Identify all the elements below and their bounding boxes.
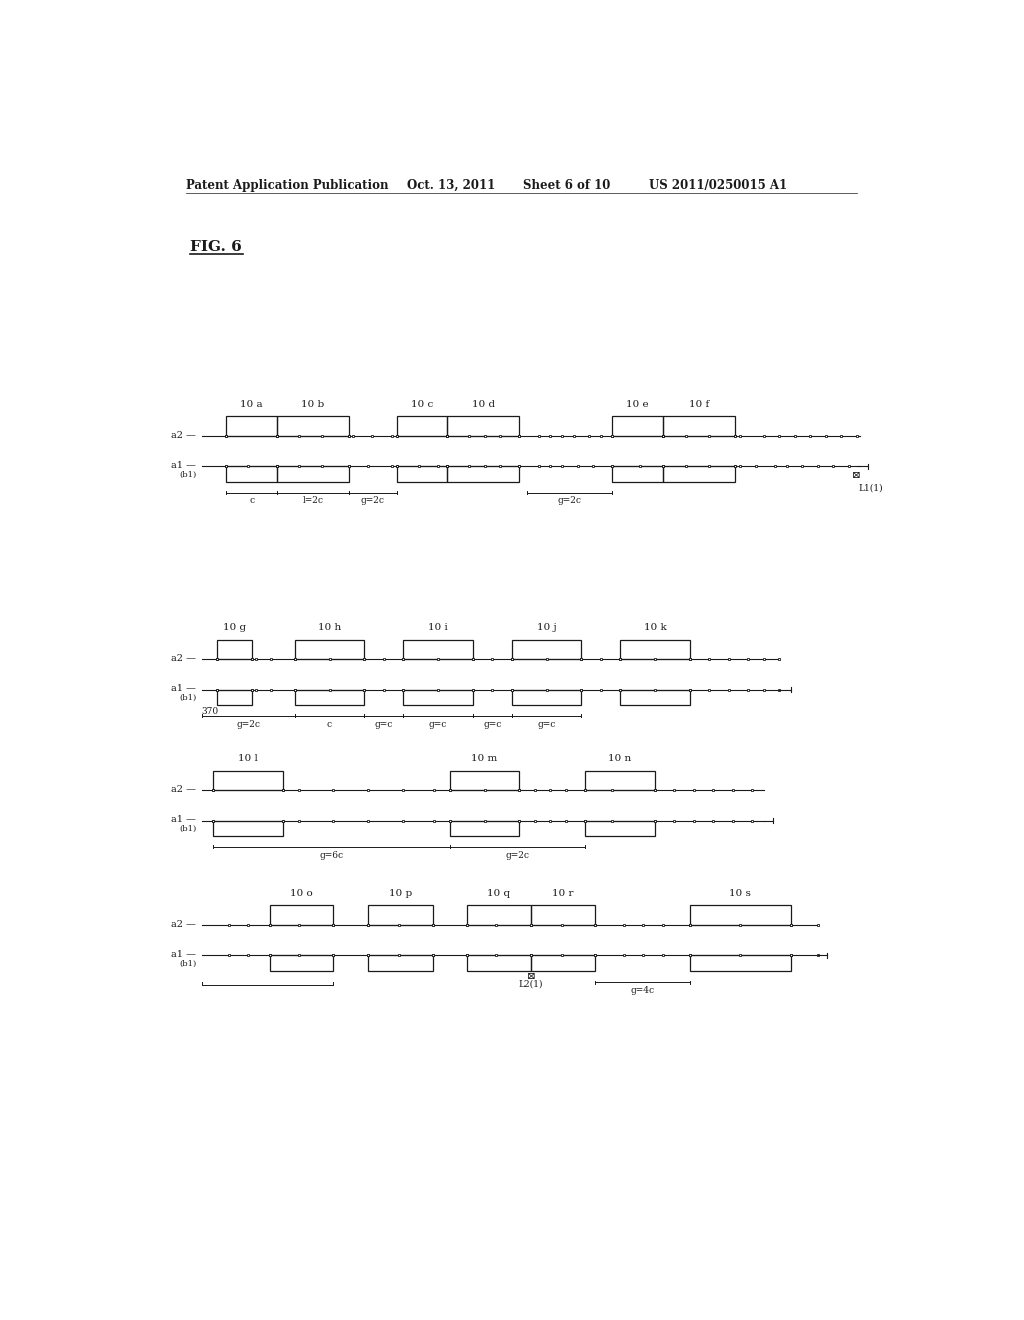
Text: 10 g: 10 g (223, 623, 246, 632)
Text: (b1): (b1) (179, 694, 197, 702)
Text: 10 h: 10 h (317, 623, 341, 632)
Text: 10 p: 10 p (389, 888, 412, 898)
Bar (226, 416, 276, 436)
Bar (467, 956, 531, 970)
Text: l=2c: l=2c (302, 496, 324, 506)
Bar (450, 771, 519, 789)
Bar (276, 416, 349, 436)
Text: g=2c: g=2c (558, 496, 582, 506)
Text: US 2011/0250015 A1: US 2011/0250015 A1 (649, 178, 786, 191)
Text: 370: 370 (202, 706, 219, 715)
Text: 10 m: 10 m (471, 754, 498, 763)
Bar (403, 640, 473, 659)
Text: (b1): (b1) (179, 471, 197, 479)
Bar (213, 771, 283, 789)
Bar (217, 640, 252, 659)
Text: a2 —: a2 — (171, 655, 197, 664)
Bar (531, 906, 595, 924)
Text: c: c (327, 719, 332, 729)
Text: g=c: g=c (483, 719, 502, 729)
Bar (270, 956, 334, 970)
Text: 10 c: 10 c (411, 400, 433, 409)
Bar (397, 466, 447, 482)
Text: g=c: g=c (538, 719, 556, 729)
Text: 10 o: 10 o (290, 888, 313, 898)
Text: a1 —: a1 — (171, 950, 197, 960)
Bar (467, 906, 531, 924)
Text: a2 —: a2 — (171, 920, 197, 929)
Text: g=c: g=c (375, 719, 393, 729)
Bar (621, 640, 690, 659)
Bar (217, 690, 252, 705)
Bar (295, 640, 365, 659)
Text: g=2c: g=2c (506, 850, 529, 859)
Text: 10 n: 10 n (608, 754, 632, 763)
Bar (621, 690, 690, 705)
Text: g=2c: g=2c (360, 496, 385, 506)
Text: (b1): (b1) (179, 825, 197, 833)
Text: 10 d: 10 d (472, 400, 495, 409)
Text: 10 f: 10 f (689, 400, 709, 409)
Bar (663, 466, 735, 482)
Text: 10 j: 10 j (537, 623, 556, 632)
Text: a2 —: a2 — (171, 785, 197, 795)
Bar (447, 466, 519, 482)
Text: a1 —: a1 — (171, 461, 197, 470)
Text: 10 l: 10 l (239, 754, 258, 763)
Text: g=4c: g=4c (631, 986, 654, 995)
Bar (512, 640, 582, 659)
Bar (397, 416, 447, 436)
Bar (586, 771, 655, 789)
Text: 10 q: 10 q (487, 888, 510, 898)
Bar (403, 690, 473, 705)
Text: FIG. 6: FIG. 6 (190, 240, 242, 253)
Text: ⊠: ⊠ (852, 471, 861, 480)
Bar (512, 690, 582, 705)
Text: a1 —: a1 — (171, 816, 197, 824)
Bar (447, 416, 519, 436)
Text: 10 r: 10 r (552, 888, 573, 898)
Bar (612, 416, 663, 436)
Bar (450, 821, 519, 836)
Text: g=c: g=c (429, 719, 447, 729)
Text: 10 i: 10 i (428, 623, 447, 632)
Text: Patent Application Publication: Patent Application Publication (186, 178, 389, 191)
Bar (270, 906, 334, 924)
Text: (b1): (b1) (179, 960, 197, 968)
Bar (369, 906, 432, 924)
Text: 10 a: 10 a (241, 400, 263, 409)
Text: L2(1): L2(1) (519, 979, 544, 989)
Text: a1 —: a1 — (171, 685, 197, 693)
Text: a2 —: a2 — (171, 432, 197, 440)
Text: L1(1): L1(1) (858, 483, 883, 492)
Text: 10 e: 10 e (627, 400, 649, 409)
Text: 10 b: 10 b (301, 400, 325, 409)
Bar (295, 690, 365, 705)
Text: c: c (249, 496, 254, 506)
Text: Oct. 13, 2011: Oct. 13, 2011 (407, 178, 496, 191)
Bar (531, 956, 595, 970)
Bar (369, 956, 432, 970)
Text: g=6c: g=6c (319, 850, 343, 859)
Text: g=2c: g=2c (237, 719, 260, 729)
Bar (276, 466, 349, 482)
Text: 10 s: 10 s (729, 888, 752, 898)
Bar (226, 466, 276, 482)
Bar (690, 906, 791, 924)
Bar (690, 956, 791, 970)
Text: 10 k: 10 k (644, 623, 667, 632)
Text: ⊠: ⊠ (526, 973, 536, 981)
Bar (213, 821, 283, 836)
Bar (663, 416, 735, 436)
Bar (612, 466, 663, 482)
Text: Sheet 6 of 10: Sheet 6 of 10 (523, 178, 610, 191)
Bar (586, 821, 655, 836)
